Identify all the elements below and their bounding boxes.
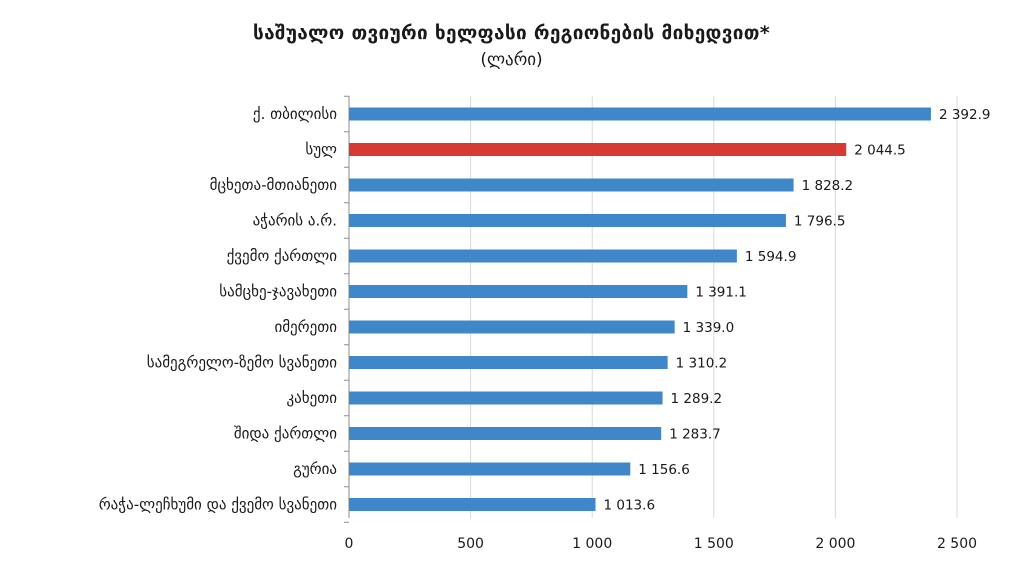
value-label: 1 156.6 (638, 462, 690, 478)
chart-title: საშუალო თვიური ხელფასი რეგიონების მიხედვ… (252, 22, 771, 44)
category-label: ქ. თბილისი (253, 105, 337, 123)
category-label: აჭარის ა.რ. (253, 212, 337, 230)
x-tick-label: 0 (345, 536, 354, 552)
bar (349, 462, 631, 476)
bar (349, 285, 688, 298)
bar (349, 249, 737, 263)
bar (349, 356, 668, 369)
category-label: კახეთი (286, 389, 337, 407)
grid-lines (344, 95, 958, 523)
x-tick-label: 2 500 (937, 536, 977, 552)
bar (349, 427, 662, 440)
category-label: გურია (293, 460, 337, 478)
bar (349, 391, 663, 405)
bar (349, 143, 847, 156)
bar (349, 178, 794, 192)
value-label: 1 339.0 (683, 320, 735, 336)
value-label: 2 392.9 (939, 107, 991, 123)
x-tick-label: 1 000 (572, 536, 612, 552)
bars (349, 107, 931, 511)
category-label: იმერეთი (274, 318, 337, 336)
category-label: სულ (305, 141, 337, 159)
category-label: სამცხე-ჯავახეთი (219, 283, 337, 301)
labels: ქ. თბილისი 2 392.9 სულ 2 044.5 მცხეთა-მთიანე… (99, 105, 991, 552)
value-label: 1 796.5 (794, 214, 846, 230)
value-label: 2 044.5 (854, 143, 906, 159)
value-label: 1 013.6 (604, 498, 656, 514)
chart-subtitle: (ლარი) (480, 50, 543, 70)
x-tick-label: 500 (457, 536, 484, 552)
category-label: სამეგრელო-ზემო სვანეთი (147, 354, 337, 372)
category-label: შიდა ქართლი (234, 425, 337, 443)
category-label: რაჭა-ლეჩხუმი და ქვემო სვანეთი (99, 496, 338, 514)
value-label: 1 310.2 (676, 356, 728, 372)
category-label: ქვემო ქართლი (227, 247, 338, 265)
bar (349, 320, 675, 334)
bar (349, 498, 596, 511)
category-label: მცხეთა-მთიანეთი (210, 176, 338, 194)
bar (349, 107, 931, 121)
value-label: 1 283.7 (669, 427, 721, 443)
bar (349, 214, 786, 227)
x-tick-label: 1 500 (694, 536, 734, 552)
value-label: 1 289.2 (671, 391, 723, 407)
x-tick-label: 2 000 (815, 536, 855, 552)
value-label: 1 391.1 (695, 285, 747, 301)
value-label: 1 828.2 (802, 178, 854, 194)
value-label: 1 594.9 (745, 249, 797, 265)
